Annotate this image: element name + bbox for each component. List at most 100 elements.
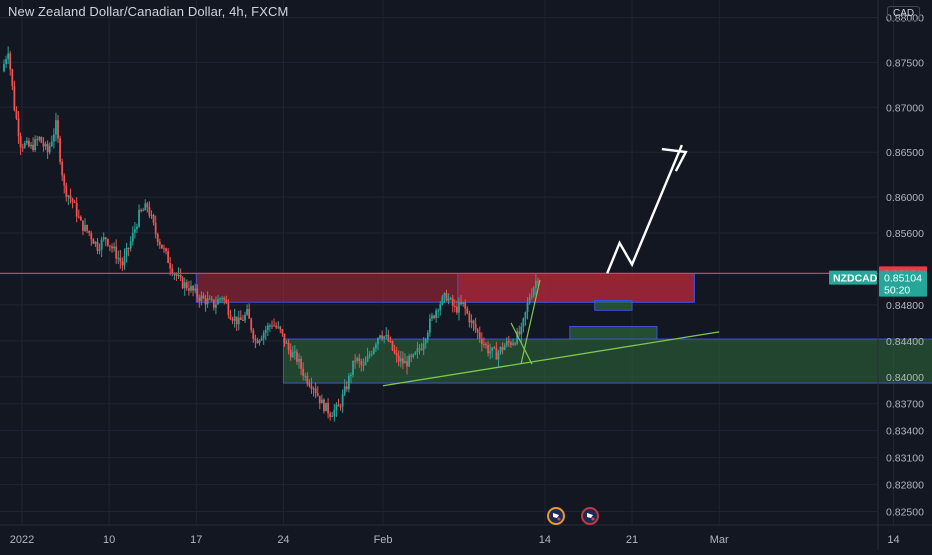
candle-body bbox=[489, 351, 492, 354]
x-tick-label: 24 bbox=[277, 534, 289, 546]
candle-body bbox=[439, 304, 442, 311]
candle-body bbox=[61, 161, 64, 176]
candle-body bbox=[304, 375, 307, 377]
candle-body bbox=[152, 215, 155, 223]
candle-body bbox=[75, 202, 78, 217]
y-tick-label: 0.88000 bbox=[886, 12, 924, 24]
candle-body bbox=[3, 63, 5, 72]
candle-body bbox=[237, 317, 240, 325]
candle-body bbox=[530, 295, 533, 298]
candle-body bbox=[397, 355, 400, 362]
candle-body bbox=[221, 297, 224, 299]
candle-body bbox=[148, 207, 151, 216]
trendline-mark bbox=[520, 279, 541, 365]
y-tick-label: 0.82500 bbox=[886, 507, 924, 519]
last-price-label-text: 0.85104 bbox=[884, 273, 922, 285]
grid bbox=[0, 0, 894, 525]
candle-body bbox=[32, 144, 34, 151]
candle-body bbox=[528, 297, 531, 303]
candle-body bbox=[368, 354, 371, 356]
flag-dot bbox=[557, 517, 561, 521]
candle-body bbox=[254, 338, 257, 341]
candle-body bbox=[422, 343, 425, 350]
y-tick-label: 0.83700 bbox=[886, 399, 924, 411]
candle-body bbox=[485, 344, 487, 346]
candle-body bbox=[223, 297, 226, 300]
candle-body bbox=[48, 146, 51, 153]
last-price-label-text: 50:20 bbox=[884, 285, 910, 297]
candle-body bbox=[160, 244, 163, 249]
symbol-tag: NZDCAD bbox=[829, 270, 878, 285]
candle-body bbox=[256, 340, 259, 344]
candle-body bbox=[244, 314, 246, 321]
candle-body bbox=[435, 310, 438, 318]
candle-body bbox=[28, 140, 30, 147]
x-tick-label: 14 bbox=[539, 534, 551, 546]
candle-body bbox=[476, 329, 479, 333]
candle-body bbox=[424, 339, 427, 344]
candle-body bbox=[325, 402, 327, 412]
candle-body bbox=[23, 143, 26, 148]
candle-body bbox=[505, 341, 508, 346]
candle-body bbox=[406, 361, 408, 367]
candle-body bbox=[401, 358, 404, 364]
candle-body bbox=[50, 141, 53, 147]
candle-body bbox=[104, 237, 107, 240]
candle-body bbox=[310, 385, 313, 389]
candle-body bbox=[119, 257, 122, 262]
candle-body bbox=[366, 355, 369, 362]
candle-body bbox=[231, 319, 234, 321]
candle-body bbox=[501, 347, 504, 350]
candle-body bbox=[94, 241, 97, 244]
candle-body bbox=[42, 142, 45, 147]
candle-body bbox=[202, 295, 205, 299]
candle-body bbox=[428, 318, 431, 333]
candle-body bbox=[337, 404, 340, 407]
candle-body bbox=[341, 394, 344, 407]
candle-body bbox=[453, 305, 456, 307]
flag-star bbox=[553, 513, 559, 518]
x-tick-label: 17 bbox=[190, 534, 202, 546]
candle-body bbox=[57, 120, 59, 139]
earnings-flag-icon bbox=[581, 507, 599, 525]
candle-body bbox=[385, 334, 388, 337]
candle-body bbox=[514, 343, 516, 345]
trendline-mark bbox=[510, 322, 533, 365]
candle-body bbox=[183, 282, 186, 289]
candle-body bbox=[82, 220, 84, 231]
y-tick-label: 0.82800 bbox=[886, 480, 924, 492]
candle-body bbox=[277, 326, 280, 328]
candle-body bbox=[235, 316, 238, 325]
candle-body bbox=[495, 348, 498, 360]
candle-body bbox=[131, 232, 134, 242]
candle-body bbox=[239, 317, 242, 320]
candle-body bbox=[356, 358, 359, 361]
candle-body bbox=[522, 318, 525, 327]
y-tick-label: 0.84000 bbox=[886, 372, 924, 384]
candle-body bbox=[345, 386, 348, 390]
zone-demand bbox=[594, 299, 633, 311]
candle-body bbox=[387, 334, 390, 341]
candle-body bbox=[474, 324, 477, 330]
currency-badge[interactable]: CAD bbox=[887, 6, 921, 21]
candle-body bbox=[177, 274, 180, 276]
candle-body bbox=[389, 340, 392, 342]
candle-body bbox=[36, 139, 39, 141]
candle-body bbox=[354, 360, 357, 362]
candle-body bbox=[487, 345, 489, 354]
candle-body bbox=[88, 230, 91, 234]
candle-body bbox=[499, 347, 502, 353]
candle-body bbox=[293, 351, 296, 353]
candle-body bbox=[347, 375, 350, 390]
candle-body bbox=[391, 340, 394, 351]
candle-body bbox=[464, 302, 467, 309]
candle-body bbox=[483, 344, 485, 346]
candle-body bbox=[59, 138, 61, 162]
zone-demand bbox=[569, 325, 658, 340]
candle-body bbox=[194, 288, 197, 291]
candle-body bbox=[92, 239, 95, 244]
x-tick-label: Mar bbox=[710, 534, 729, 546]
candle-body bbox=[281, 329, 284, 334]
